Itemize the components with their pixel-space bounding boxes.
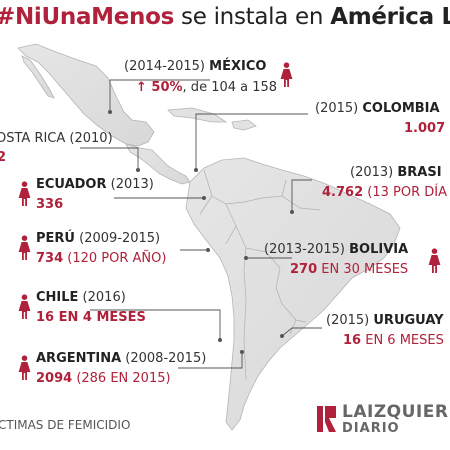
peru-label: PERÚ (2009-2015): [36, 231, 160, 247]
mexico-label: (2014-2015) MÉXICO: [124, 59, 266, 75]
logo-line-1: LAIZQUIER: [342, 402, 449, 422]
uruguay-value: 16 EN 6 MESES: [343, 333, 444, 349]
brasil-years: (2013): [350, 165, 398, 180]
argentina-country: ARGENTINA: [36, 351, 122, 366]
female-figure-icon: [18, 355, 31, 381]
argentina-value-number: 2094: [36, 371, 73, 386]
brasil-label: (2013) BRASI: [350, 165, 442, 181]
chile-years: (2016): [78, 290, 126, 305]
dot-peru: [206, 248, 210, 252]
bolivia-detail: EN 30 MESES: [317, 262, 409, 277]
dot-uruguay: [280, 334, 284, 338]
logo-line-2: DIARIO: [342, 421, 400, 436]
uruguay-years: (2015): [326, 313, 374, 328]
colombia-country: COLOMBIA: [362, 101, 440, 116]
ecuador-label: ECUADOR (2013): [36, 177, 154, 193]
ecuador-years: (2013): [106, 177, 154, 192]
title-region: América Lati: [330, 4, 450, 30]
dot-brasil: [290, 210, 294, 214]
leader-brasil: [291, 179, 312, 212]
bolivia-value: 270 EN 30 MESES: [290, 262, 408, 278]
leader-lines: [80, 79, 322, 369]
female-figure-icon: [18, 294, 31, 320]
la-izquierda-diario-logo: LAIZQUIER DIARIO: [316, 402, 450, 440]
leader-costa-rica: [80, 147, 139, 170]
mexico-country: MÉXICO: [209, 59, 267, 74]
female-figure-icon: [18, 181, 31, 207]
logo-mark-icon: [317, 406, 336, 432]
dot-costa-rica: [136, 168, 140, 172]
leader-argentina: [178, 352, 243, 369]
brasil-value: 4.762 (13 POR DÍA: [322, 185, 447, 201]
mexico-value-number: ↑ 50%: [136, 80, 183, 95]
costa-rica-value: 2: [0, 150, 6, 166]
peru-detail: (120 POR AÑO): [63, 251, 167, 266]
bolivia-years: (2013-2015): [264, 242, 350, 257]
uruguay-country: URUGUAY: [373, 313, 444, 328]
leader-uruguay: [281, 327, 322, 337]
argentina-detail: (286 EN 2015): [72, 371, 171, 386]
dot-ecuador: [202, 196, 206, 200]
chile-label: CHILE (2016): [36, 290, 126, 306]
mexico-land: [17, 43, 155, 147]
colombia-value: 1.007: [404, 121, 445, 137]
bolivia-value-number: 270: [290, 262, 318, 277]
brasil-country: BRASI: [397, 165, 442, 180]
uruguay-detail: EN 6 MESES: [361, 333, 444, 348]
female-figure-icon: [428, 248, 441, 274]
uruguay-value-number: 16: [343, 333, 362, 348]
footer-legend: CTIMAS DE FEMICIDIO: [0, 418, 131, 432]
dot-colombia: [194, 168, 198, 172]
colombia-label: (2015) COLOMBIA: [315, 101, 440, 117]
cuba-land: [167, 107, 228, 123]
brasil-value-number: 4.762: [322, 185, 364, 200]
ecuador-value: 336: [36, 197, 63, 213]
uruguay-label: (2015) URUGUAY: [326, 313, 444, 329]
title-middle: se instala en: [174, 4, 331, 30]
costa-rica-value-number: 2: [0, 150, 7, 165]
south-america-land: [185, 157, 401, 431]
baja-land: [21, 55, 55, 99]
colombia-years: (2015): [315, 101, 363, 116]
leader-chile: [90, 309, 221, 340]
argentina-label: ARGENTINA (2008-2015): [36, 351, 206, 367]
chile-value: 16 EN 4 MESES: [36, 310, 146, 326]
country-borders: [199, 169, 321, 381]
mexico-detail: , de 104 a 158: [182, 80, 278, 95]
leader-colombia: [195, 113, 308, 170]
colombia-value-number: 1.007: [404, 121, 446, 136]
page-title: #NiUnaMenos se instala en América Lati: [0, 4, 450, 30]
peru-value: 734 (120 POR AÑO): [36, 251, 166, 267]
peru-country: PERÚ: [36, 231, 75, 246]
ecuador-country: ECUADOR: [36, 177, 107, 192]
hashtag: #NiUnaMenos: [0, 4, 175, 30]
brasil-detail: (13 POR DÍA: [363, 185, 447, 200]
dot-chile: [218, 338, 222, 342]
peru-years: (2009-2015): [74, 231, 161, 246]
female-figure-icon: [280, 62, 293, 88]
mexico-years: (2014-2015): [124, 59, 210, 74]
argentina-value: 2094 (286 EN 2015): [36, 371, 171, 387]
chile-value-number: 16 EN 4 MESES: [36, 310, 146, 325]
mexico-value: ↑ 50%, de 104 a 158: [136, 80, 277, 96]
dot-mexico: [108, 110, 112, 114]
ecuador-value-number: 336: [36, 197, 64, 212]
costa-rica-label: OSTA RICA (2010): [0, 131, 113, 147]
bolivia-country: BOLIVIA: [349, 242, 409, 257]
dot-argentina: [240, 350, 244, 354]
dot-bolivia: [244, 256, 248, 260]
chile-country: CHILE: [36, 290, 79, 305]
bolivia-label: (2013-2015) BOLIVIA: [264, 242, 408, 258]
female-figure-icon: [18, 235, 31, 261]
leader-mexico: [109, 79, 210, 112]
leader-dots: [108, 110, 294, 354]
argentina-years: (2008-2015): [121, 351, 207, 366]
hispaniola-land: [231, 119, 257, 131]
peru-value-number: 734: [36, 251, 64, 266]
costa-rica-text: OSTA RICA (2010): [0, 131, 113, 146]
